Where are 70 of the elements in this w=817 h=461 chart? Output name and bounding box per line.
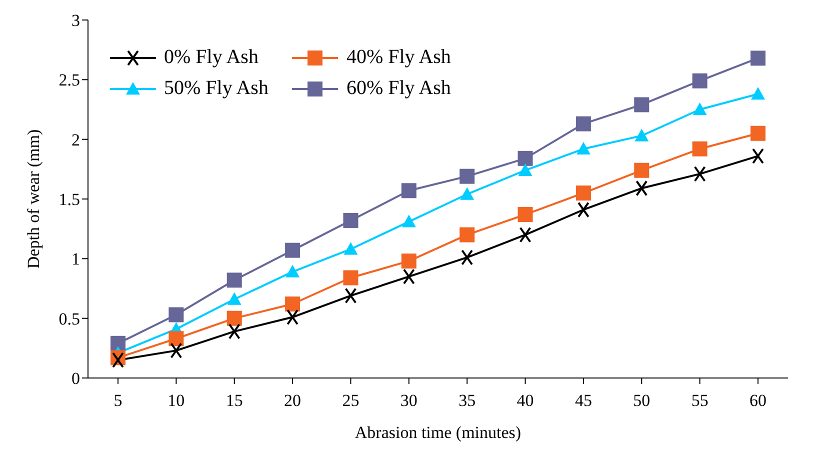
point	[750, 126, 766, 141]
point	[285, 296, 300, 312]
point	[692, 141, 708, 156]
legend-label: 40% Fly Ash	[346, 46, 451, 69]
point	[634, 97, 650, 112]
x-tick-label: 40	[516, 391, 534, 410]
point	[576, 142, 590, 154]
point	[285, 242, 300, 258]
x-tick-label: 45	[574, 391, 592, 410]
point	[110, 336, 126, 351]
point	[576, 116, 591, 132]
point	[518, 207, 533, 222]
point	[636, 180, 648, 196]
point	[227, 292, 242, 305]
x-axis-title: Abrasion time (minutes)	[354, 423, 522, 442]
x-tick-label: 25	[342, 391, 360, 410]
point	[401, 183, 416, 198]
point	[519, 226, 532, 243]
legend-label: 60% Fly Ash	[346, 77, 451, 100]
x-tick-label: 50	[633, 391, 650, 410]
point	[228, 323, 240, 340]
y-tick-label: 0.5	[58, 309, 80, 328]
point	[402, 214, 416, 228]
x-tick-label: 15	[226, 391, 243, 410]
y-tick-label: 0	[72, 369, 80, 388]
point	[344, 288, 357, 304]
x-tick-label: 5	[114, 391, 122, 410]
x-tick-label: 30	[400, 391, 418, 410]
point	[518, 150, 533, 166]
point	[576, 186, 591, 201]
point	[634, 128, 649, 142]
point	[401, 254, 416, 269]
y-tick-label: 3	[72, 11, 80, 30]
point	[168, 331, 184, 346]
point	[460, 187, 474, 200]
point	[750, 50, 766, 66]
point	[518, 163, 532, 176]
y-tick-label: 1	[72, 250, 80, 269]
point	[751, 86, 765, 100]
point	[168, 307, 184, 322]
point	[752, 148, 764, 164]
point	[343, 212, 358, 228]
point	[403, 268, 415, 285]
point	[170, 342, 182, 359]
y-axis-title: Depth of wear (mm)	[24, 129, 44, 269]
point	[226, 310, 242, 326]
point	[343, 270, 358, 286]
x-tick-label: 35	[458, 391, 476, 410]
point	[286, 264, 300, 278]
y-tick-label: 2.5	[58, 70, 80, 90]
x-tick-label: 10	[168, 391, 185, 410]
legend-label: 0% Fly Ash	[164, 46, 258, 69]
point	[461, 249, 473, 266]
point	[634, 162, 650, 178]
point	[694, 166, 706, 182]
point	[226, 272, 242, 288]
point	[112, 352, 124, 368]
point	[578, 202, 590, 218]
legend-label: 50% Fly Ash	[164, 77, 268, 100]
point	[344, 242, 358, 255]
x-tick-label: 55	[691, 391, 708, 410]
y-tick-label: 1.5	[58, 190, 80, 210]
x-tick-label: 60	[750, 391, 766, 410]
point	[460, 168, 475, 184]
x-tick-label: 20	[284, 391, 302, 410]
point	[692, 73, 708, 88]
point	[460, 227, 475, 242]
y-tick-label: 2	[72, 130, 80, 150]
point	[286, 309, 298, 326]
point	[692, 102, 707, 116]
